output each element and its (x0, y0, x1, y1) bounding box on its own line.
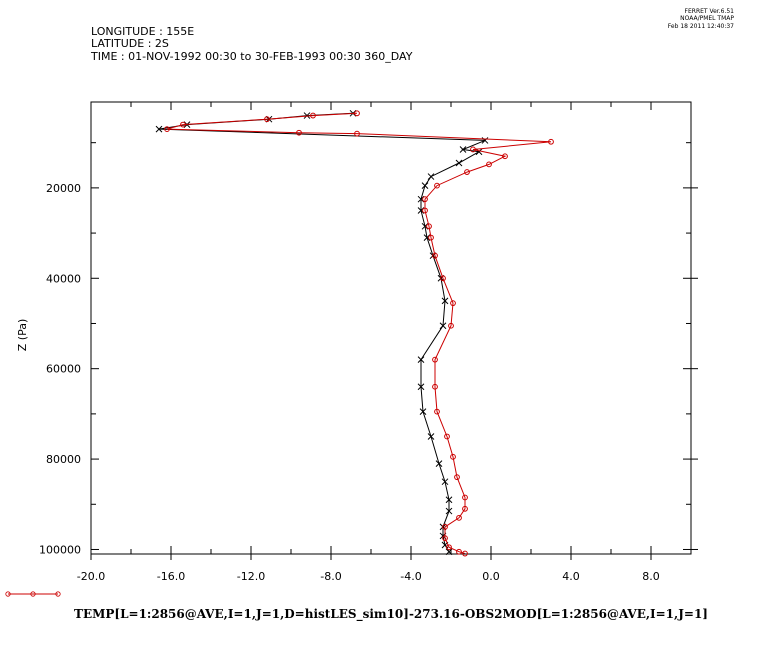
data-point (448, 322, 454, 329)
data-point (164, 126, 170, 133)
data-point (462, 505, 468, 512)
legend-marker (5, 591, 11, 597)
data-point (417, 356, 425, 363)
data-point (442, 535, 448, 542)
data-point (432, 252, 438, 259)
data-point (426, 223, 432, 230)
x-tick-label: -12.0 (237, 570, 265, 583)
data-point (310, 112, 316, 119)
axis-ticks: -20.0 -16.0 -12.0 -8.0 -4.0 0.0 4.0 8.0 20000 400… (39, 102, 698, 583)
data-point (450, 300, 456, 307)
series-1 (155, 109, 489, 556)
series-layer (155, 109, 554, 557)
data-point (439, 322, 447, 330)
data-point (475, 148, 483, 156)
data-point (303, 112, 311, 119)
data-point (462, 550, 468, 557)
y-tick-label: 100000 (39, 543, 81, 556)
data-point (440, 275, 446, 282)
data-point (435, 460, 443, 467)
data-point (264, 116, 270, 123)
data-point (446, 544, 452, 551)
y-axis-title: Z (Pa) (16, 319, 29, 352)
data-point (441, 478, 449, 486)
y-tick-label: 20000 (46, 182, 81, 195)
data-point (445, 507, 453, 515)
data-point (296, 129, 302, 136)
data-point (445, 496, 453, 504)
data-point (419, 408, 427, 415)
x-tick-label: -4.0 (400, 570, 421, 583)
x-tick-label: 8.0 (642, 570, 660, 583)
data-point (422, 196, 428, 203)
x-tick-label: -8.0 (320, 570, 341, 583)
data-point (445, 548, 453, 556)
data-point (434, 182, 440, 189)
data-point (354, 130, 360, 137)
header-time: TIME : 01-NOV-1992 00:30 to 30-FEB-1993 … (90, 50, 413, 63)
legend-marker (30, 591, 36, 597)
data-point (455, 159, 463, 167)
chart-title: TEMP[L=1:2856@AVE,I=1,J=1,D=histLES_sim1… (74, 607, 708, 622)
data-point (486, 161, 492, 168)
x-tick-label: -20.0 (77, 570, 105, 583)
legend (5, 591, 61, 597)
data-point (432, 356, 438, 363)
data-point (441, 297, 449, 305)
data-point (434, 408, 440, 415)
data-point (444, 433, 450, 440)
data-point (417, 383, 425, 391)
data-point (454, 474, 460, 481)
data-point (548, 138, 554, 145)
legend-marker (55, 591, 61, 597)
header-longitude: LONGITUDE : 155E (91, 25, 194, 38)
data-point (155, 125, 163, 133)
data-point (442, 523, 448, 530)
data-point (450, 453, 456, 460)
data-point (481, 137, 489, 144)
data-point (428, 234, 434, 241)
stamp-line3: Feb 18 2011 12:40:37 (668, 23, 734, 30)
x-tick-label: 0.0 (482, 570, 500, 583)
x-tick-label: 4.0 (562, 570, 580, 583)
data-point (427, 433, 435, 440)
data-point (422, 207, 428, 214)
data-point (432, 383, 438, 390)
stamp-line2: NOAA/PMEL TMAP (680, 15, 734, 22)
y-tick-label: 40000 (46, 272, 81, 285)
data-point (354, 110, 360, 117)
series-line (158, 112, 486, 552)
data-point (456, 548, 462, 555)
data-point (421, 182, 429, 189)
x-tick-label: -16.0 (157, 570, 185, 583)
stamp-line1: FERRET Ver.6.51 (685, 8, 735, 15)
y-tick-label: 60000 (46, 363, 81, 376)
data-point (456, 514, 462, 521)
data-point (462, 494, 468, 501)
series-line (166, 112, 552, 554)
data-point (459, 146, 467, 153)
data-point (427, 173, 435, 180)
data-point (464, 169, 470, 175)
series-2 (164, 110, 554, 557)
data-point (470, 146, 476, 153)
data-point (180, 121, 186, 128)
plot-frame (90, 101, 692, 555)
header-latitude: LATITUDE : 2S (91, 37, 169, 50)
data-point (502, 153, 508, 160)
y-tick-label: 80000 (46, 453, 81, 466)
